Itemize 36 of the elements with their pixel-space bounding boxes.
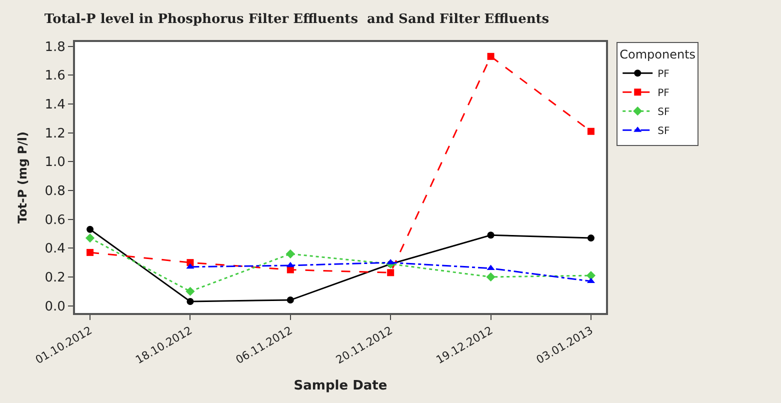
point [286,262,294,268]
point [486,264,495,270]
point [85,233,95,243]
y-tick-label: 1.6 [44,68,66,84]
point [186,263,194,269]
point [186,286,195,296]
point [387,269,394,276]
point [86,248,94,256]
point [86,226,94,233]
legend-title: Components [620,48,696,62]
y-tick-label: 1.0 [44,155,66,170]
point [286,249,295,258]
point [486,272,496,282]
y-tick-label: 1.4 [44,98,66,113]
legend-label: PF [658,69,670,80]
y-tick-label: 1.2 [44,126,66,142]
point [186,298,194,305]
point [587,234,594,242]
legend-label: SF [658,126,670,137]
legend-label: SF [658,107,670,118]
y-axis-title: Tot-P (mg P/l) [16,131,30,224]
point [286,266,294,274]
point [286,296,294,304]
y-tick-label: 0.0 [44,299,66,314]
x-axis-title: Sample Date [294,378,388,394]
point [487,52,494,60]
y-tick-label: 0.2 [44,270,66,286]
chart-title: Total-P level in Phosphorus Filter Effluents and Sand Filter Effluents [44,12,550,28]
y-tick-label: 0.4 [44,242,66,257]
point [587,128,594,135]
y-tick-label: 0.6 [44,212,66,228]
point [586,270,596,280]
y-tick-label: 1.8 [44,40,66,55]
point [487,232,494,239]
legend-label: PF [658,88,670,99]
y-tick-label: 0.8 [44,184,66,200]
